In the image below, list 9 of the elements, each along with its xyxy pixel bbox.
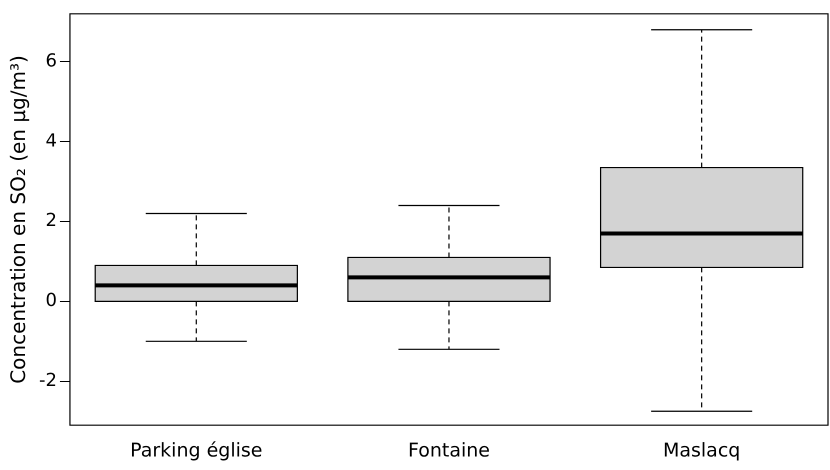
x-tick-label: Parking église bbox=[130, 440, 262, 462]
y-tick-label: 0 bbox=[45, 290, 57, 312]
y-tick-label: 6 bbox=[45, 50, 57, 72]
y-axis-title: Concentration en SO₂ (en µg/m³) bbox=[6, 55, 30, 384]
x-tick-label: Fontaine bbox=[408, 440, 490, 462]
x-tick-label: Maslacq bbox=[662, 440, 740, 462]
y-tick-label: -2 bbox=[38, 370, 57, 391]
y-tick-label: 2 bbox=[45, 210, 57, 232]
y-tick-label: 4 bbox=[45, 130, 57, 152]
